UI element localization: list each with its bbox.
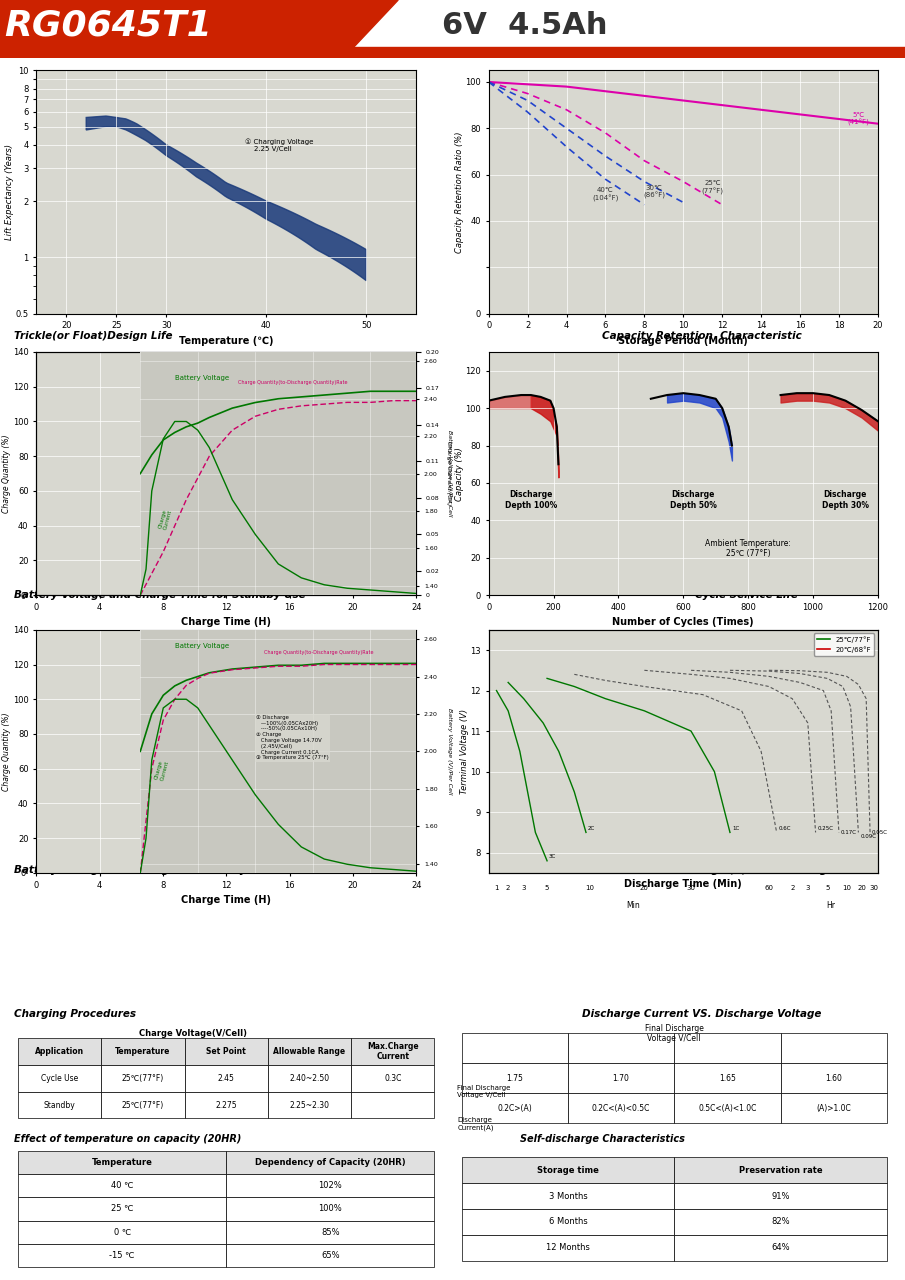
Text: 10: 10 xyxy=(843,884,852,891)
Y-axis label: Capacity (%): Capacity (%) xyxy=(455,447,464,500)
Text: Battery Voltage: Battery Voltage xyxy=(175,644,229,649)
Text: 0.09C: 0.09C xyxy=(861,835,876,838)
Text: 60: 60 xyxy=(765,884,774,891)
Legend: 25℃/77°F, 20℃/68°F: 25℃/77°F, 20℃/68°F xyxy=(814,634,874,655)
Text: 3: 3 xyxy=(805,884,810,891)
Text: 40℃
(104°F): 40℃ (104°F) xyxy=(592,187,619,202)
Text: 0.25C: 0.25C xyxy=(817,826,834,831)
Text: ① Discharge
   —100%(0.05CAx20H)
   ----50%(0.05CAx10H)
② Charge
   Charge Volta: ① Discharge —100%(0.05CAx20H) ----50%(0.… xyxy=(256,714,329,760)
Text: Min: Min xyxy=(626,901,640,910)
Text: Ambient Temperature:
25℃ (77°F): Ambient Temperature: 25℃ (77°F) xyxy=(705,539,791,558)
Text: Trickle(or Float)Design Life: Trickle(or Float)Design Life xyxy=(14,332,172,340)
Y-axis label: Battery Voltage (V)/Per Cell: Battery Voltage (V)/Per Cell xyxy=(447,708,452,795)
Text: RG0645T1: RG0645T1 xyxy=(5,9,213,44)
X-axis label: Charge Time (H): Charge Time (H) xyxy=(181,895,272,905)
X-axis label: Charge Time (H): Charge Time (H) xyxy=(181,617,272,627)
Text: Terminal Voltage (V) and Discharge Time: Terminal Voltage (V) and Discharge Time xyxy=(627,865,866,876)
Text: Discharge
Depth 50%: Discharge Depth 50% xyxy=(670,490,717,509)
Text: 2: 2 xyxy=(506,884,510,891)
Polygon shape xyxy=(86,116,367,280)
Text: 1: 1 xyxy=(494,884,499,891)
Text: 1C: 1C xyxy=(732,826,739,831)
Text: Discharge
Depth 100%: Discharge Depth 100% xyxy=(505,490,557,509)
Text: Battery Voltage and Charge Time for Standby Use: Battery Voltage and Charge Time for Stan… xyxy=(14,590,305,600)
Text: Final Discharge
Voltage V/Cell: Final Discharge Voltage V/Cell xyxy=(644,1024,704,1043)
X-axis label: Discharge Time (Min): Discharge Time (Min) xyxy=(624,878,742,888)
Text: Self-discharge Characteristics: Self-discharge Characteristics xyxy=(520,1134,685,1143)
Text: 2C: 2C xyxy=(588,826,595,831)
Text: Charging Procedures: Charging Procedures xyxy=(14,1010,136,1019)
Text: 3C: 3C xyxy=(549,854,557,859)
Y-axis label: Capacity Retention Ratio (%): Capacity Retention Ratio (%) xyxy=(455,132,464,252)
Text: Discharge Current VS. Discharge Voltage: Discharge Current VS. Discharge Voltage xyxy=(582,1010,821,1019)
Text: Charge Voltage(V/Cell): Charge Voltage(V/Cell) xyxy=(139,1029,247,1038)
Text: Effect of temperature on capacity (20HR): Effect of temperature on capacity (20HR) xyxy=(14,1134,241,1143)
Text: Discharge
Current(A): Discharge Current(A) xyxy=(457,1117,494,1130)
Y-axis label: Charge Quantity (%): Charge Quantity (%) xyxy=(3,434,12,513)
Text: Final Discharge
Voltage V/Cell: Final Discharge Voltage V/Cell xyxy=(457,1085,510,1098)
Text: 3: 3 xyxy=(521,884,526,891)
Text: Battery Voltage: Battery Voltage xyxy=(175,375,229,381)
Text: 25℃
(77°F): 25℃ (77°F) xyxy=(701,180,723,195)
Text: 30℃
(86°F): 30℃ (86°F) xyxy=(643,184,665,200)
Text: 30: 30 xyxy=(687,884,696,891)
Text: ① Charging Voltage
    2.25 V/Cell: ① Charging Voltage 2.25 V/Cell xyxy=(245,138,314,152)
Text: 0.17C: 0.17C xyxy=(841,829,857,835)
Text: Hr: Hr xyxy=(826,901,835,910)
Text: 10: 10 xyxy=(586,884,595,891)
Text: 6V  4.5Ah: 6V 4.5Ah xyxy=(443,12,607,41)
Bar xyxy=(0,47,905,58)
Text: Cycle Service Life: Cycle Service Life xyxy=(695,590,798,600)
Y-axis label: Charge Quantity (%): Charge Quantity (%) xyxy=(3,712,12,791)
Y-axis label: Charge Current (CA): Charge Current (CA) xyxy=(446,442,451,506)
Text: Charge Quantity(to-Discharge Quantity)Rate: Charge Quantity(to-Discharge Quantity)Ra… xyxy=(238,380,348,385)
Y-axis label: Lift Expectancy (Years): Lift Expectancy (Years) xyxy=(5,143,14,241)
Text: 0.6C: 0.6C xyxy=(778,826,791,831)
Text: 5℃
(41°F): 5℃ (41°F) xyxy=(847,111,870,127)
X-axis label: Storage Period (Month): Storage Period (Month) xyxy=(618,335,748,346)
X-axis label: Temperature (℃): Temperature (℃) xyxy=(179,335,273,346)
Text: Capacity Retention  Characteristic: Capacity Retention Characteristic xyxy=(602,332,801,340)
Polygon shape xyxy=(0,0,398,58)
Text: 20: 20 xyxy=(858,884,867,891)
Text: Battery Voltage and Charge Time for Cycle Use: Battery Voltage and Charge Time for Cycl… xyxy=(14,865,288,876)
Text: 0.05C: 0.05C xyxy=(872,829,888,835)
Text: Charge
Current: Charge Current xyxy=(157,508,173,531)
X-axis label: Number of Cycles (Times): Number of Cycles (Times) xyxy=(613,617,754,627)
Y-axis label: Battery Voltage (V)/Per Cell: Battery Voltage (V)/Per Cell xyxy=(447,430,452,517)
Text: 20: 20 xyxy=(640,884,649,891)
Y-axis label: Terminal Voltage (V): Terminal Voltage (V) xyxy=(460,709,469,794)
Text: 5: 5 xyxy=(825,884,830,891)
Text: 30: 30 xyxy=(870,884,879,891)
Text: 5: 5 xyxy=(545,884,549,891)
Text: 2: 2 xyxy=(790,884,795,891)
Bar xyxy=(0,51,905,58)
Text: Discharge
Depth 30%: Discharge Depth 30% xyxy=(822,490,869,509)
Text: Charge Quantity(to-Discharge Quantity)Rate: Charge Quantity(to-Discharge Quantity)Ra… xyxy=(264,650,374,655)
Text: Charge
Current: Charge Current xyxy=(154,759,170,782)
